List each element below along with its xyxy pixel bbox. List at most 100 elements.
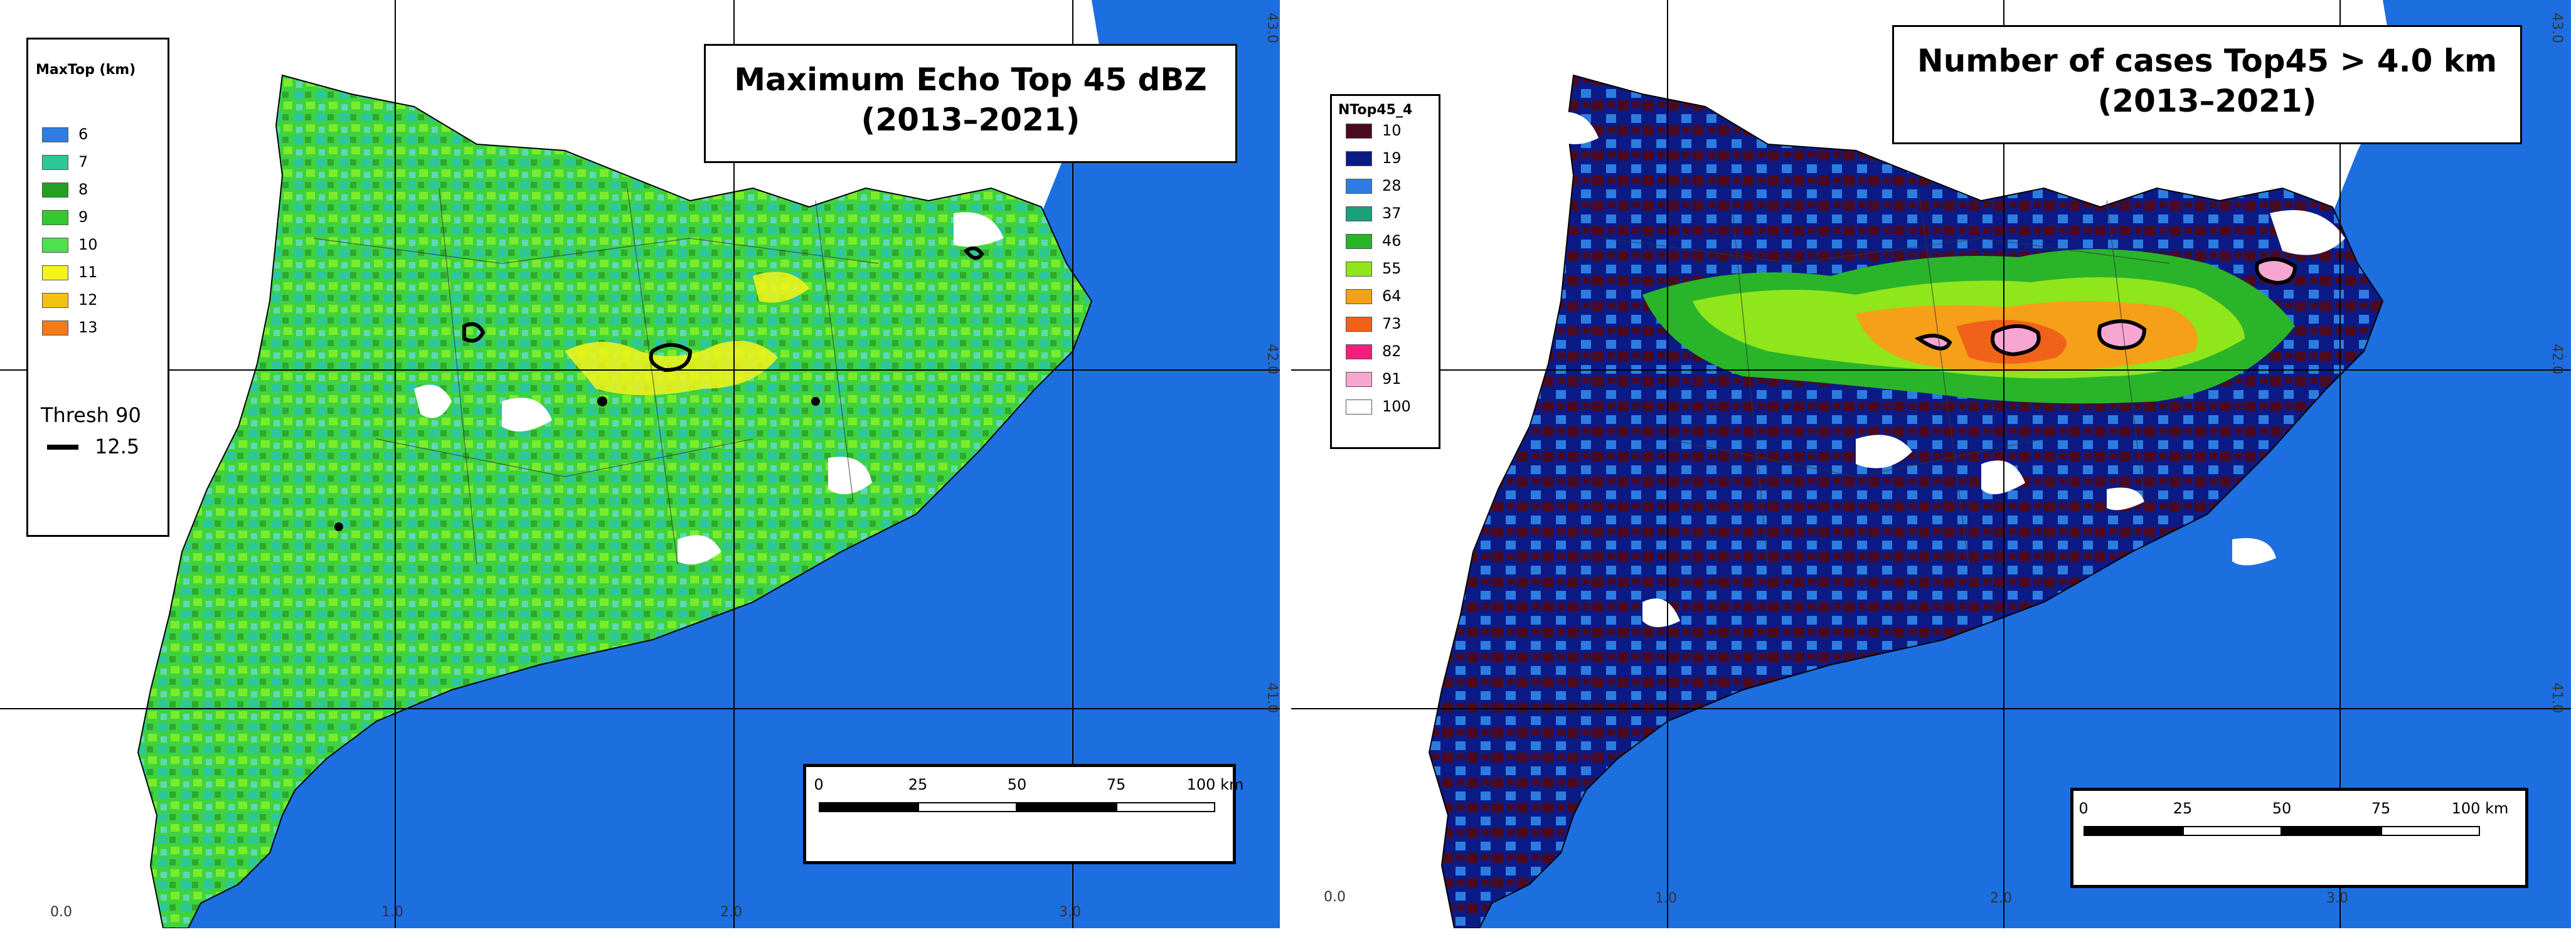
scale-tick-label: 75: [2371, 800, 2391, 817]
scale-tick-label: 25: [2173, 800, 2193, 817]
legend-swatch: [1346, 234, 1372, 249]
legend-swatch: [1346, 344, 1372, 359]
lon-label-2: 2.0: [1990, 891, 2012, 906]
legend-swatch: [42, 238, 68, 253]
legend-swatch: [1346, 179, 1372, 194]
legend-item: 100: [1346, 398, 1446, 415]
threshold-value: 12.5: [95, 435, 140, 458]
map-panel-number-of-cases: Number of cases Top45 > 4.0 km (2013–202…: [1291, 0, 2571, 928]
legend-swatch: [1346, 372, 1372, 387]
lon-label-3: 3.0: [2326, 891, 2348, 906]
legend-swatch: [42, 320, 68, 336]
lat-label-43: 43.0: [2549, 13, 2565, 43]
legend: NTop45_4 10 19 28 37 46 55 64 73 82 91 100: [1330, 94, 1440, 449]
legend-label: 91: [1382, 370, 1402, 388]
legend-label: 11: [78, 263, 98, 281]
legend-label: 10: [78, 236, 98, 253]
legend-item: 13: [42, 319, 142, 336]
legend-swatch: [42, 183, 68, 198]
legend-item: 11: [42, 263, 142, 281]
legend-label: 12: [78, 291, 98, 309]
scale-segment: [918, 802, 1017, 812]
scale-segment: [1017, 802, 1116, 812]
legend-label: 19: [1382, 149, 1402, 167]
scale-segment: [2282, 826, 2381, 836]
legend-item: 64: [1346, 287, 1446, 305]
legend-label: 37: [1382, 204, 1402, 222]
lon-label-0: 0.0: [50, 904, 72, 920]
legend-swatch: [42, 293, 68, 308]
legend-label: 9: [78, 208, 88, 226]
scale-bar: 0 25 50 75 100 km: [2070, 788, 2528, 888]
lat-label-41: 41.0: [2549, 682, 2565, 713]
map-title-line2: (2013–2021): [861, 102, 1080, 138]
legend-label: 82: [1382, 342, 1402, 360]
legend-item: 91: [1346, 370, 1446, 388]
legend-label: 73: [1382, 315, 1402, 332]
legend-swatch: [42, 155, 68, 170]
threshold-title: Thresh 90: [41, 403, 141, 427]
legend-item: 9: [42, 208, 142, 226]
legend-item: 10: [1346, 122, 1446, 139]
legend-item: 37: [1346, 204, 1446, 222]
legend-item: 10: [42, 236, 142, 253]
legend-swatch: [42, 265, 68, 280]
scale-tick-label: 50: [2272, 800, 2292, 817]
legend-label: 28: [1382, 177, 1402, 194]
legend-label: 13: [78, 319, 98, 336]
legend-item: 82: [1346, 342, 1446, 360]
legend-swatch: [1346, 400, 1372, 415]
legend-swatch: [1346, 206, 1372, 221]
catalonia-region: [137, 74, 1093, 928]
lon-label-0: 0.0: [1324, 889, 1346, 905]
legend-swatch: [42, 127, 68, 142]
legend-item: 28: [1346, 177, 1446, 194]
legend-item: 73: [1346, 315, 1446, 332]
lon-label-1: 1.0: [381, 904, 403, 920]
legend-swatch: [1346, 317, 1372, 332]
legend-item: 19: [1346, 149, 1446, 167]
legend-label: 64: [1382, 287, 1402, 305]
scale-segment: [819, 802, 918, 812]
legend-label: 10: [1382, 122, 1402, 139]
legend-item: 12: [42, 291, 142, 309]
scale-tick-label: 100 km: [1186, 776, 1244, 793]
lat-label-42: 42.0: [2549, 344, 2565, 374]
legend-swatch: [1346, 124, 1372, 139]
legend-item: 55: [1346, 260, 1446, 277]
lat-label-43-left: 43.0: [1264, 13, 1280, 43]
legend-label: 46: [1382, 232, 1402, 250]
lon-label-1: 1.0: [1655, 891, 1677, 906]
map-panel-max-echo-top: Maximum Echo Top 45 dBZ (2013–2021) MaxT…: [0, 0, 1280, 928]
legend-label: 8: [78, 181, 88, 198]
legend-swatch: [1346, 262, 1372, 277]
scale-bar: 0 25 50 75 100 km: [803, 764, 1243, 864]
scale-tick-label: 25: [908, 776, 928, 793]
lat-label-42-left: 42.0: [1264, 344, 1280, 374]
map-title-line1: Number of cases Top45 > 4.0 km: [1917, 43, 2498, 79]
legend-label: 6: [78, 125, 88, 143]
legend-item: 46: [1346, 232, 1446, 250]
legend-label: 100: [1382, 398, 1411, 415]
scale-segment: [2183, 826, 2282, 836]
lat-label-41-left: 41.0: [1264, 682, 1280, 713]
map-title-line1: Maximum Echo Top 45 dBZ: [734, 61, 1207, 98]
scale-segment: [2381, 826, 2480, 836]
map-number-of-cases: [1291, 0, 2571, 928]
scale-segment: [2084, 826, 2183, 836]
map-title-line2: (2013–2021): [2097, 83, 2317, 119]
legend-item: 7: [42, 153, 142, 171]
legend-label: 55: [1382, 260, 1402, 277]
scale-tick-label: 75: [1106, 776, 1126, 793]
scale-tick-label: 0: [2078, 800, 2089, 817]
map-title: Number of cases Top45 > 4.0 km (2013–202…: [1892, 25, 2522, 144]
legend-label: 7: [78, 153, 88, 171]
scale-tick-label: 50: [1007, 776, 1027, 793]
threshold-line-swatch: [47, 445, 78, 450]
legend-title: NTop45_4: [1338, 102, 1413, 118]
map-title: Maximum Echo Top 45 dBZ (2013–2021): [704, 44, 1237, 163]
legend-swatch: [1346, 289, 1372, 304]
scale-tick-label: 100 km: [2451, 800, 2509, 817]
legend-swatch: [42, 210, 68, 225]
legend-item: 8: [42, 181, 142, 198]
